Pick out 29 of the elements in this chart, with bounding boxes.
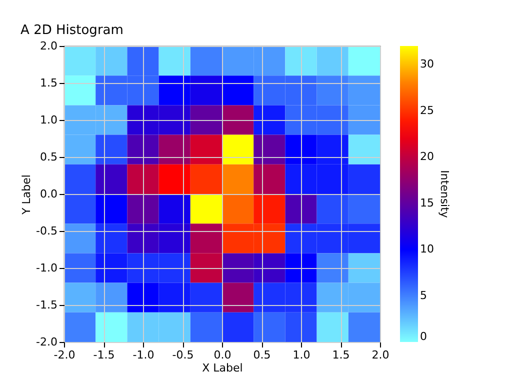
y-tick-label: 1.0 — [40, 114, 58, 126]
y-tick-label: -1.0 — [36, 262, 58, 274]
x-tick-label: 0.0 — [214, 348, 232, 362]
x-axis-title: X Label — [202, 362, 243, 374]
x-tick-label: 1.5 — [332, 348, 350, 362]
color-bar-label: 30 — [420, 58, 434, 70]
x-tick-label: -0.5 — [172, 348, 194, 362]
x-tick-label: 1.0 — [292, 348, 310, 362]
chart-title: A 2D Histogram — [20, 23, 124, 38]
x-tick-label: -1.5 — [93, 348, 115, 362]
x-tick-label: -2.0 — [54, 348, 76, 362]
y-tick-label: 0.0 — [40, 188, 58, 200]
y-tick-label: 0.5 — [40, 150, 58, 164]
y-axis-title: Y Label — [20, 174, 34, 216]
color-bar-label: 20 — [420, 150, 434, 163]
y-tick-label: -1.5 — [36, 298, 58, 312]
y-tick-label: -2.0 — [36, 336, 58, 348]
y-tick-label: 1.5 — [40, 76, 58, 90]
color-bar-title: Intensity — [438, 170, 451, 218]
y-tick-label: 2.0 — [40, 40, 58, 52]
x-tick-label: 2.0 — [372, 348, 390, 362]
color-bar-label: 0 — [420, 330, 427, 343]
color-bar-label: 25 — [420, 104, 434, 117]
color-bar-label: 10 — [420, 242, 434, 256]
color-bar-label: 15 — [420, 196, 434, 210]
y-tick-label: -0.5 — [36, 224, 58, 238]
color-bar-label: 5 — [420, 288, 427, 302]
x-tick-label: 0.5 — [253, 348, 271, 362]
x-tick-label: -1.0 — [132, 348, 154, 362]
